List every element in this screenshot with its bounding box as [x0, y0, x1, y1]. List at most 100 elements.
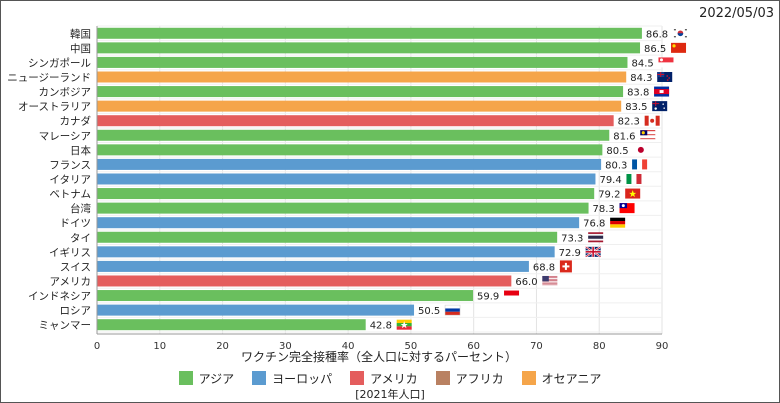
flag-part [504, 295, 520, 301]
russia-flag-icon [444, 304, 461, 316]
legend-swatch [435, 371, 450, 385]
legend-swatch [252, 371, 267, 385]
flag-part [637, 159, 643, 170]
legend-swatch [178, 371, 193, 385]
category-label: ミャンマー [39, 320, 92, 332]
flag-part [637, 146, 644, 153]
flag-part [592, 246, 594, 257]
category-label: 台湾 [70, 202, 91, 215]
x-tick-label: 0 [94, 341, 100, 352]
bar [97, 246, 555, 258]
bar [97, 56, 628, 68]
flag-part [444, 304, 461, 316]
flag-part [654, 107, 657, 110]
bar [97, 173, 596, 185]
flag-part [672, 44, 676, 48]
legend-swatch [521, 371, 536, 385]
bar [97, 304, 415, 316]
value-label: 86.8 [646, 29, 668, 40]
value-label: 42.8 [370, 321, 392, 332]
flag-part [640, 138, 656, 140]
legend-label: アフリカ [455, 372, 504, 386]
flag-part [650, 118, 655, 123]
legend-label: アジア [198, 372, 235, 386]
flag-part [640, 131, 656, 133]
bar [97, 129, 610, 141]
x-tick-label: 30 [279, 341, 292, 352]
legend-item-asia: アジア [178, 370, 235, 387]
x-tick-label: 40 [342, 341, 355, 352]
flag-part [640, 135, 656, 137]
vietnam-flag-icon [625, 188, 641, 199]
bar [97, 217, 580, 229]
flag-part [660, 71, 662, 77]
flag-part [663, 107, 665, 109]
indonesia-flag-icon [504, 290, 520, 301]
value-label: 84.5 [631, 58, 653, 69]
flag-part [542, 283, 558, 284]
flag-part [588, 238, 604, 241]
flag-part [641, 131, 645, 135]
flag-part [673, 36, 676, 38]
japan-flag-icon [633, 144, 649, 155]
flag-part [666, 79, 669, 81]
flag-part [629, 190, 637, 198]
flag-part [542, 275, 558, 277]
category-label: ベトナム [49, 189, 91, 201]
bar [97, 231, 558, 243]
date-label: 2022/05/03 [699, 6, 774, 21]
flag-part [632, 159, 638, 170]
value-label: 59.9 [477, 292, 499, 303]
flag-part [640, 137, 656, 139]
category-label: オーストラリア [18, 101, 91, 113]
value-label: 76.8 [583, 219, 605, 230]
legend-item-oceania: オセアニア [521, 370, 601, 387]
bar-chart: 韓国 86.8 中国 86.5 シンガポール 84.5 ニュージーランド 84.3 カンボジア 8… [7, 25, 688, 364]
category-label: インドネシア [28, 291, 91, 303]
value-label: 83.8 [627, 88, 649, 99]
value-label: 80.5 [606, 146, 628, 157]
legend-item-europe: ヨーロッパ [252, 370, 332, 387]
cambodia-flag-icon [654, 86, 670, 97]
flag-part [636, 173, 642, 184]
flag-part [640, 132, 656, 134]
flag-part [644, 115, 649, 126]
category-label: ロシア [60, 305, 92, 317]
flag-part [396, 326, 412, 330]
category-label: スイス [60, 261, 91, 273]
flag-part [445, 305, 461, 309]
flag-part [542, 278, 558, 279]
category-label: カナダ [60, 115, 92, 128]
flag-part [658, 57, 674, 63]
category-label: フランス [49, 159, 91, 171]
flag-part [588, 232, 604, 234]
value-label: 73.3 [561, 233, 583, 244]
legend-item-africa: アフリカ [435, 370, 504, 387]
flag-part [662, 103, 664, 105]
value-label: 80.3 [605, 160, 627, 171]
flag-part [542, 277, 558, 279]
flag-part [542, 275, 549, 282]
flag-part [652, 101, 668, 112]
malaysia-flag-icon [640, 130, 656, 141]
flag-part [659, 90, 664, 94]
bar [97, 202, 589, 214]
bar [97, 260, 529, 272]
flag-part [542, 285, 558, 286]
bar [97, 86, 624, 98]
flag-part [668, 77, 671, 79]
value-label: 81.6 [613, 131, 635, 142]
x-tick-label: 20 [216, 341, 229, 352]
bar [97, 71, 627, 83]
category-label: タイ [70, 232, 91, 244]
x-axis-label: ワクチン完全接種率（全人口に対するパーセント） [241, 349, 517, 364]
bar [97, 290, 474, 302]
bar [97, 42, 641, 54]
flag-part [445, 308, 461, 312]
value-label: 72.9 [559, 248, 581, 259]
x-tick-label: 50 [405, 341, 418, 352]
flag-part [542, 281, 558, 283]
germany-flag-icon [610, 217, 626, 228]
value-label: 82.3 [618, 117, 640, 128]
legend-label: アメリカ [370, 372, 418, 386]
